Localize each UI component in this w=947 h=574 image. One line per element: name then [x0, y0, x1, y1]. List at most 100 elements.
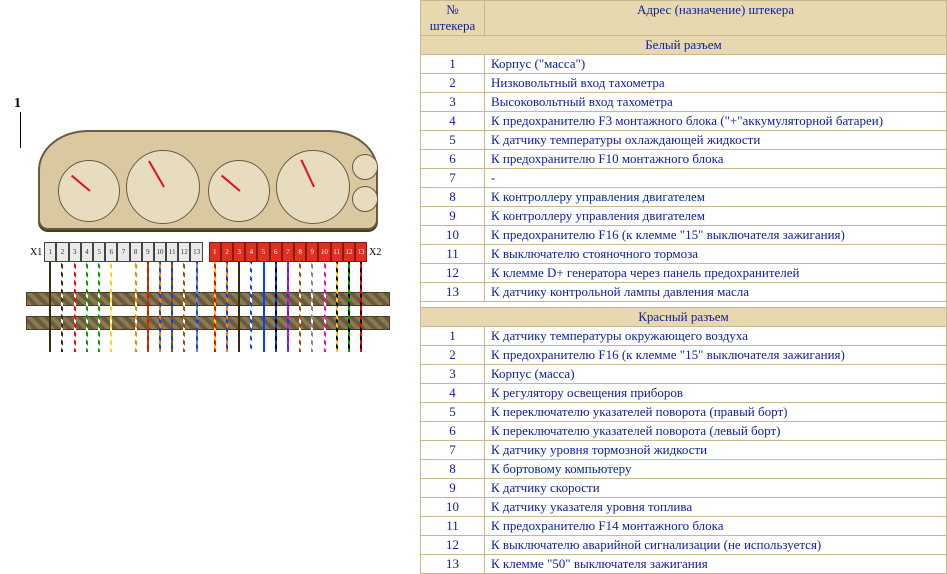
pin: 2 — [221, 242, 233, 262]
cell-desc: К выключателю аварийной сигнализации (не… — [485, 536, 947, 555]
cell-num: 3 — [421, 93, 485, 112]
connector-red: 12345678910111213 — [209, 242, 367, 262]
cell-desc: К бортовому компьютеру — [485, 460, 947, 479]
table-row: 12К выключателю аварийной сигнализации (… — [421, 536, 947, 555]
cell-num: 8 — [421, 188, 485, 207]
wire — [275, 262, 277, 352]
instrument-cluster — [28, 120, 388, 240]
cell-num: 7 — [421, 441, 485, 460]
wire — [135, 262, 137, 352]
cell-desc: К предохранителю F14 монтажного блока — [485, 517, 947, 536]
cell-desc: К предохранителю F16 (к клемме "15" выкл… — [485, 226, 947, 245]
wire — [49, 262, 51, 352]
cell-num: 6 — [421, 422, 485, 441]
cell-num: 2 — [421, 74, 485, 93]
pin: 12 — [343, 242, 355, 262]
cell-desc: К датчику температуры окружающего воздух… — [485, 327, 947, 346]
table-row: 1К датчику температуры окружающего возду… — [421, 327, 947, 346]
cell-num: 5 — [421, 403, 485, 422]
cell-num: 12 — [421, 264, 485, 283]
cell-desc: Корпус ("масса") — [485, 55, 947, 74]
cell-desc: Высоковольтный вход тахометра — [485, 93, 947, 112]
pin: 7 — [117, 242, 129, 262]
table-row: 8К контроллеру управления двигателем — [421, 188, 947, 207]
cell-num: 5 — [421, 131, 485, 150]
pin: 11 — [331, 242, 343, 262]
cell-num: 3 — [421, 365, 485, 384]
cell-num: 11 — [421, 245, 485, 264]
wire — [287, 262, 289, 352]
gauge-tach — [126, 150, 200, 224]
table-row: 4К регулятору освещения приборов — [421, 384, 947, 403]
pin: 10 — [318, 242, 330, 262]
cell-num: 4 — [421, 384, 485, 403]
table-row: 6К предохранителю F10 монтажного блока — [421, 150, 947, 169]
cell-desc: К датчику указателя уровня топлива — [485, 498, 947, 517]
pin: 6 — [105, 242, 117, 262]
pin: 3 — [69, 242, 81, 262]
pin: 6 — [270, 242, 282, 262]
cell-desc: К переключателю указателей поворота (лев… — [485, 422, 947, 441]
wire — [311, 262, 313, 352]
table-row: 10К предохранителю F16 (к клемме "15" вы… — [421, 226, 947, 245]
cell-num: 6 — [421, 150, 485, 169]
pin: 8 — [130, 242, 142, 262]
pin: 4 — [81, 242, 93, 262]
col-num: № штекера — [421, 1, 485, 36]
wires — [28, 262, 388, 352]
cell-num: 13 — [421, 555, 485, 574]
pin: 8 — [294, 242, 306, 262]
wire — [226, 262, 228, 352]
wire — [360, 262, 362, 352]
cell-num: 9 — [421, 207, 485, 226]
pin: 5 — [257, 242, 269, 262]
pin: 1 — [44, 242, 56, 262]
cell-desc: К предохранителю F3 монтажного блока ("+… — [485, 112, 947, 131]
section-header: Красный разъем — [421, 308, 947, 327]
pin: 13 — [190, 242, 202, 262]
table-row: 3Высоковольтный вход тахометра — [421, 93, 947, 112]
cell-num: 8 — [421, 460, 485, 479]
table-body: Белый разъем1Корпус ("масса")2Низковольт… — [421, 36, 947, 574]
wire — [214, 262, 216, 352]
wire — [348, 262, 350, 352]
wire — [238, 262, 240, 352]
callout-1: 1 — [14, 96, 21, 112]
table-row: 7- — [421, 169, 947, 188]
cell-num: 4 — [421, 112, 485, 131]
table-row: 2К предохранителю F16 (к клемме "15" вык… — [421, 346, 947, 365]
pin: 2 — [56, 242, 68, 262]
wire — [98, 262, 100, 352]
wire — [324, 262, 326, 352]
gauge-temp — [58, 160, 120, 222]
table-row: 13К датчику контрольной лампы давления м… — [421, 283, 947, 302]
table-row: 5К переключателю указателей поворота (пр… — [421, 403, 947, 422]
connector-row: X1 12345678910111213 12345678910111213 X… — [28, 242, 388, 262]
pin: 5 — [93, 242, 105, 262]
cell-num: 2 — [421, 346, 485, 365]
cell-num: 7 — [421, 169, 485, 188]
cell-num: 12 — [421, 536, 485, 555]
x2-label: X2 — [367, 247, 383, 258]
wire — [171, 262, 173, 352]
col-desc: Адрес (назначение) штекера — [485, 1, 947, 36]
wire — [61, 262, 63, 352]
table-row: 11К выключателю стояночного тормоза — [421, 245, 947, 264]
x1-label: X1 — [28, 247, 44, 258]
cell-desc: К датчику контрольной лампы давления мас… — [485, 283, 947, 302]
cell-num: 9 — [421, 479, 485, 498]
cell-desc: К датчику скорости — [485, 479, 947, 498]
pin: 9 — [142, 242, 154, 262]
pin: 9 — [306, 242, 318, 262]
table-row: 3Корпус (масса) — [421, 365, 947, 384]
cell-num: 13 — [421, 283, 485, 302]
table-row: 10К датчику указателя уровня топлива — [421, 498, 947, 517]
cell-desc: Низковольтный вход тахометра — [485, 74, 947, 93]
pin: 10 — [154, 242, 166, 262]
cell-num: 1 — [421, 55, 485, 74]
cell-desc: К выключателю стояночного тормоза — [485, 245, 947, 264]
wire — [196, 262, 198, 352]
cell-desc: К переключателю указателей поворота (пра… — [485, 403, 947, 422]
table-row: 11К предохранителю F14 монтажного блока — [421, 517, 947, 536]
pin: 3 — [233, 242, 245, 262]
